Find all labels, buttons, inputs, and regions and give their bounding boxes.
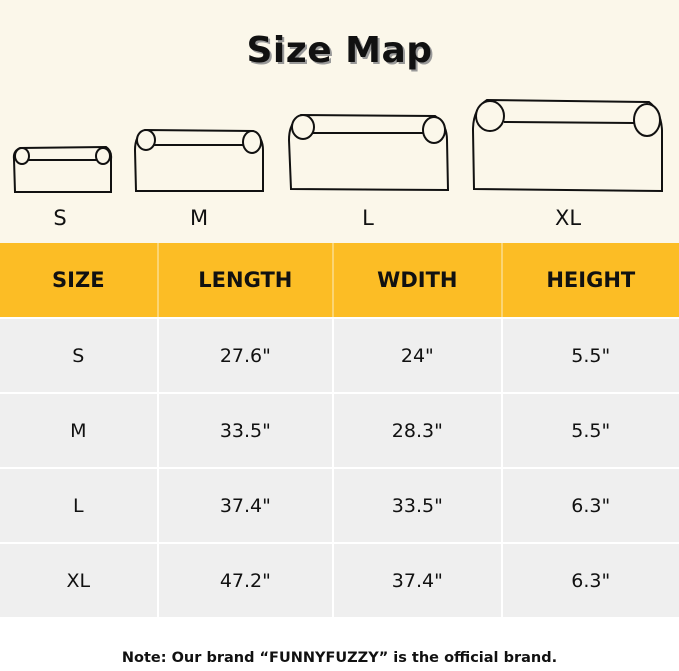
size-label-l: L — [362, 206, 374, 230]
table-row: S 27.6" 24" 5.5" — [0, 317, 679, 392]
cell-width: 33.5" — [334, 469, 503, 542]
header-height: HEIGHT — [546, 268, 636, 292]
cell-height: 5.5" — [571, 419, 611, 442]
header-width: WDITH — [334, 243, 503, 317]
cell-length: 33.5" — [159, 394, 335, 467]
cell-height: 5.5" — [571, 344, 611, 367]
size-label-m: M — [189, 206, 209, 230]
cell-height: 6.3" — [571, 494, 611, 517]
cell-size: S — [0, 319, 159, 392]
header-size: SIZE — [0, 243, 159, 317]
page-title: Size Map — [246, 30, 433, 71]
sofa-xl-icon — [471, 98, 663, 193]
table-header: SIZE LENGTH WDITH HEIGHT — [0, 243, 679, 317]
sofa-s-icon — [12, 145, 113, 193]
table-row: XL 47.2" 37.4" 6.3" — [0, 542, 679, 617]
table-row: M 33.5" 28.3" 5.5" — [0, 392, 679, 467]
size-label-xl: XL — [554, 206, 582, 230]
table-row: L 37.4" 33.5" 6.3" — [0, 467, 679, 542]
cell-size: L — [0, 469, 159, 542]
cell-length: 47.2" — [159, 544, 335, 617]
cell-width: 28.3" — [334, 394, 503, 467]
cell-size: M — [0, 394, 159, 467]
sofa-m-icon — [133, 128, 264, 192]
brand-note: Note: Our brand “FUNNYFUZZY” is the offi… — [121, 650, 558, 666]
cell-length: 27.6" — [159, 319, 335, 392]
cell-length: 37.4" — [159, 469, 335, 542]
cell-width: 24" — [334, 319, 503, 392]
header-length: LENGTH — [159, 243, 335, 317]
cell-height: 6.3" — [571, 569, 611, 592]
cell-size: XL — [0, 544, 159, 617]
size-label-s: S — [53, 206, 67, 230]
cell-width: 37.4" — [334, 544, 503, 617]
sofa-l-icon — [287, 113, 450, 192]
